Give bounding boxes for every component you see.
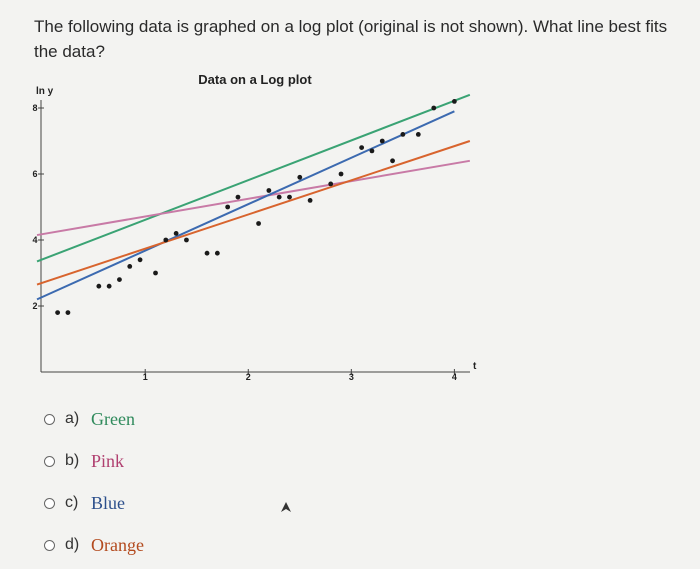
- option-blue[interactable]: c) Blue: [44, 482, 144, 524]
- option-letter: d): [65, 536, 80, 553]
- x-tick-label: 2: [246, 372, 251, 382]
- data-point: [184, 237, 189, 243]
- data-point: [266, 188, 272, 193]
- data-point: [214, 250, 220, 256]
- data-point: [204, 250, 210, 256]
- fit-line-green: [36, 93, 471, 263]
- option-letter: b): [65, 452, 80, 469]
- data-point: [153, 270, 158, 276]
- data-point: [96, 283, 102, 289]
- option-green[interactable]: a) Green: [44, 398, 144, 440]
- data-point: [225, 204, 231, 210]
- y-tick-label: 2: [32, 301, 37, 311]
- x-tick-label: 4: [452, 372, 457, 382]
- chart-title: Data on a Log plot: [198, 72, 312, 87]
- fit-line-pink: [36, 159, 471, 237]
- fit-line-orange: [36, 140, 471, 286]
- mouse-cursor-icon: [281, 502, 291, 512]
- data-point: [65, 310, 71, 315]
- data-point: [390, 158, 395, 164]
- data-point: [106, 283, 112, 289]
- option-label: Pink: [91, 450, 125, 471]
- data-point: [235, 194, 241, 200]
- answer-options: a) Green b) Pink c) Blue d) Orange: [44, 398, 144, 566]
- option-label: Blue: [91, 492, 125, 513]
- radio-button-icon[interactable]: [44, 413, 55, 425]
- question-text: The following data is graphed on a log p…: [34, 17, 668, 61]
- y-tick-label: 4: [32, 235, 37, 245]
- data-point: [379, 138, 385, 144]
- data-point: [359, 145, 365, 151]
- data-point: [328, 181, 334, 187]
- y-tick-label: 6: [32, 169, 37, 179]
- fit-line-blue: [36, 110, 455, 301]
- radio-button-icon[interactable]: [44, 539, 55, 551]
- data-point: [431, 105, 437, 111]
- data-point: [338, 171, 344, 177]
- data-point: [369, 148, 375, 154]
- radio-button-icon[interactable]: [44, 455, 55, 467]
- option-label: Orange: [91, 534, 144, 555]
- data-point: [307, 198, 313, 203]
- x-tick-label: 1: [143, 372, 148, 382]
- data-point: [276, 194, 282, 200]
- y-axis-label: ln y: [36, 86, 54, 97]
- data-point: [127, 264, 133, 269]
- data-point: [297, 174, 303, 180]
- log-plot-chart: Data on a Log plot ln y t 1 2 3 4 2 4 6 8: [32, 72, 477, 382]
- data-point: [137, 257, 143, 263]
- data-point: [256, 221, 261, 226]
- data-point: [451, 99, 457, 104]
- option-label: Green: [91, 408, 135, 429]
- data-point: [287, 194, 292, 200]
- data-point: [163, 237, 169, 243]
- data-point: [173, 231, 179, 236]
- data-point: [117, 277, 122, 282]
- option-orange[interactable]: d) Orange: [44, 524, 144, 566]
- option-pink[interactable]: b) Pink: [44, 440, 144, 482]
- x-tick-label: 3: [349, 372, 354, 382]
- option-letter: c): [65, 494, 79, 511]
- x-axis-label: t: [473, 361, 477, 372]
- option-letter: a): [65, 410, 80, 427]
- data-point: [415, 132, 421, 137]
- data-point: [400, 132, 406, 137]
- y-tick-label: 8: [32, 103, 37, 113]
- radio-button-icon[interactable]: [44, 497, 55, 509]
- data-point: [55, 310, 61, 315]
